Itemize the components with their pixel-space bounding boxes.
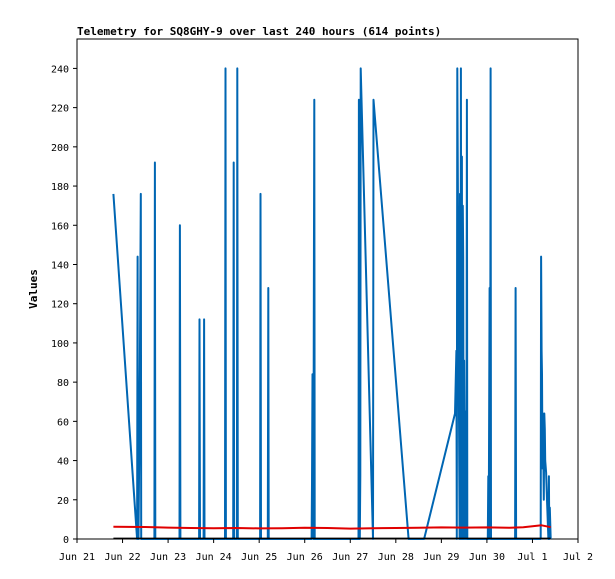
x-tick-label: Jun 24 [196,552,232,563]
plot-frame [76,38,579,540]
x-tick-label: Jun 21 [59,552,95,563]
x-tick-label: Jun 25 [241,552,277,563]
y-tick-label: 80 [57,378,69,389]
x-tick-label: Jul 2 [563,552,593,563]
x-tick-label: Jun 23 [150,552,186,563]
series-line-2 [113,524,551,530]
chart-title: Telemetry for SQ8GHY-9 over last 240 hou… [77,25,441,38]
x-tick-label: Jun 22 [104,552,140,563]
y-tick-label: 140 [51,260,69,271]
y-tick-label: 120 [51,300,69,311]
series-line-1 [112,67,552,540]
y-tick-label: 240 [51,64,69,75]
x-tick-label: Jun 28 [378,552,414,563]
y-tick-label: 60 [57,417,69,428]
x-axis-ticks: Jun 21 Jun 22 Jun 23 Jun 24 Jun 25 Jun 26 Jun … [59,539,593,563]
x-tick-label: Jun 26 [287,552,323,563]
series-layer [112,67,552,540]
y-tick-label: 0 [63,535,69,546]
x-tick-label: Jul 1 [517,552,547,563]
x-tick-label: Jun 27 [332,552,368,563]
y-axis-ticks: 0 20 40 60 80 100 120 140 160 180 200 220 240 [51,64,77,546]
y-tick-label: 20 [57,496,69,507]
y-tick-label: 220 [51,104,69,115]
x-tick-label: Jun 29 [423,552,459,563]
y-tick-label: 160 [51,221,69,232]
y-tick-label: 180 [51,182,69,193]
y-axis-label: Values [27,269,40,309]
y-tick-label: 40 [57,457,69,468]
y-tick-label: 200 [51,143,69,154]
y-tick-label: 100 [51,339,69,350]
x-tick-label: Jun 30 [469,552,505,563]
